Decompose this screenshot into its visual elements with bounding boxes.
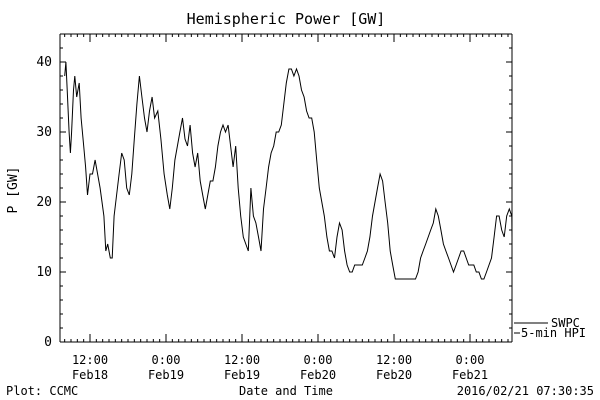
x-tick-time-label: 12:00 [224, 353, 260, 367]
y-tick-label: 40 [36, 55, 52, 70]
legend-source: SWPC [551, 316, 580, 330]
x-tick-date-label: Feb21 [452, 368, 488, 382]
x-tick-time-label: 0:00 [456, 353, 485, 367]
plot-credit: Plot: CCMC [6, 384, 78, 398]
plot-timestamp: 2016/02/21 07:30:35 [457, 384, 594, 398]
chart-title: Hemispheric Power [GW] [187, 10, 386, 28]
y-tick-label: 10 [36, 265, 52, 280]
y-tick-label: 0 [44, 335, 52, 350]
x-tick-date-label: Feb19 [224, 368, 260, 382]
x-tick-date-label: Feb20 [376, 368, 412, 382]
x-tick-date-label: Feb19 [148, 368, 184, 382]
x-tick-date-label: Feb18 [72, 368, 108, 382]
y-axis-label-text: P [GW] [6, 167, 21, 214]
x-tick-time-label: 0:00 [152, 353, 181, 367]
y-tick-label: 30 [36, 125, 52, 140]
x-axis-label: Date and Time [239, 384, 333, 398]
legend-series: 5-min HPI [521, 326, 586, 340]
x-tick-date-label: Feb20 [300, 368, 336, 382]
y-ticks: 0 10 20 30 40 [36, 33, 512, 350]
series-line-5-min-hpi [64, 61, 513, 280]
legend: SWPC 5-min HPI [514, 316, 586, 340]
x-tick-time-label: 0:00 [304, 353, 333, 367]
x-tick-time-label: 12:00 [72, 353, 108, 367]
x-ticks: 12:00Feb180:00Feb1912:00Feb190:00Feb2012… [64, 34, 509, 382]
y-axis-label: P [GW] [6, 167, 21, 214]
x-tick-time-label: 12:00 [376, 353, 412, 367]
y-tick-label: 20 [36, 195, 52, 210]
plot-axes [59, 33, 513, 343]
